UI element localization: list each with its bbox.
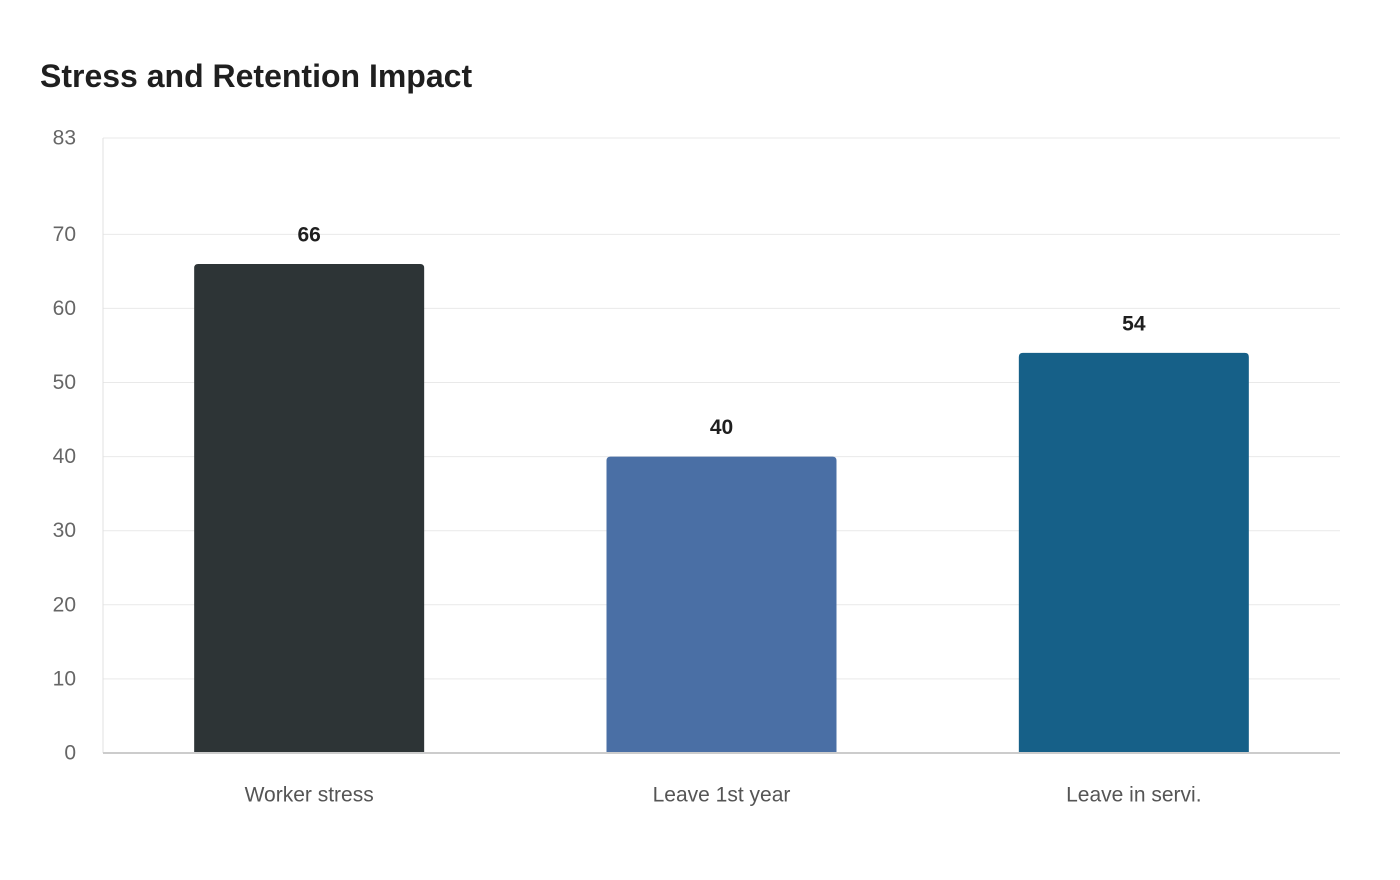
- y-axis-ticks: 0 10 20 30 40 50 60 70 83: [53, 127, 76, 765]
- value-labels: 66 40 54: [297, 223, 1145, 439]
- bar-leave-in-servi: [1018, 352, 1249, 753]
- y-tick-label: 0: [64, 742, 76, 765]
- chart-title: Stress and Retention Impact: [40, 58, 473, 94]
- bar-worker-stress: [194, 263, 425, 753]
- y-tick-label: 10: [53, 667, 76, 690]
- y-tick-label: 70: [53, 223, 76, 246]
- value-label: 54: [1122, 312, 1146, 335]
- y-tick-label: 83: [53, 127, 76, 150]
- y-tick-label: 20: [53, 593, 76, 616]
- y-tick-label: 40: [53, 445, 76, 468]
- x-axis-categories: Worker stress Leave 1st year Leave in serv…: [245, 784, 1202, 807]
- x-category-label: Worker stress: [245, 784, 374, 807]
- y-tick-label: 60: [53, 297, 76, 320]
- value-label: 40: [710, 416, 733, 439]
- y-tick-label: 50: [53, 371, 76, 394]
- y-tick-label: 30: [53, 519, 76, 542]
- x-category-label: Leave 1st year: [653, 784, 791, 807]
- bars: [194, 263, 1249, 753]
- bar-leave-1st-year: [606, 456, 837, 753]
- value-label: 66: [297, 223, 320, 246]
- x-category-label: Leave in servi.: [1066, 784, 1201, 807]
